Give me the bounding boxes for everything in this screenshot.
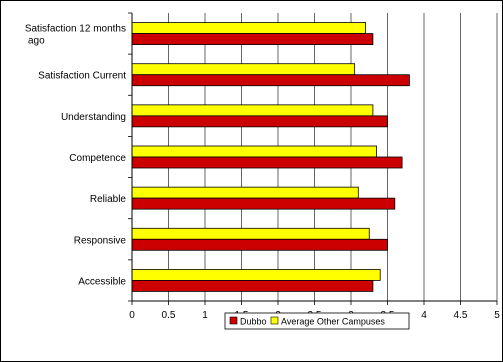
bar-other-campuses [131,186,359,199]
bar-dubbo [131,156,403,169]
bar-other-campuses [131,63,356,76]
bar-other-campuses [131,269,381,281]
x-tick-label: 4 [421,310,427,321]
legend-swatch-dubbo [229,316,238,325]
bar-dubbo [131,115,388,128]
bar-other-campuses [131,145,377,158]
category-label: ago [28,36,45,47]
category-label: Understanding [61,112,126,123]
x-tick-label: 0 [129,310,135,321]
bar-dubbo [131,74,410,87]
bar-dubbo [131,197,396,210]
category-label: Responsive [74,235,127,246]
axes [128,12,498,305]
x-tick-label: 5 [494,310,500,321]
legend-label-other-campuses: Average Other Campuses [281,317,385,327]
bar-other-campuses [131,104,374,117]
bar-other-campuses [131,22,367,34]
bar-other-campuses [131,227,370,240]
bar-dubbo [131,33,374,45]
category-label: Accessible [78,276,126,287]
category-label: Competence [69,153,126,164]
legend-swatch-other-campuses [270,316,279,325]
category-label: Satisfaction 12 months [25,24,126,35]
x-tick-label: 0.5 [162,310,176,321]
bar-dubbo [131,238,388,251]
category-label: Satisfaction Current [38,71,126,82]
category-label: Reliable [90,194,127,205]
bars [131,22,410,292]
bar-dubbo [131,280,374,292]
x-tick-label: 4.5 [454,310,468,321]
legend: Dubbo Average Other Campuses [224,312,410,330]
x-tick-label: 1 [202,310,208,321]
legend-label-dubbo: Dubbo [240,317,267,327]
